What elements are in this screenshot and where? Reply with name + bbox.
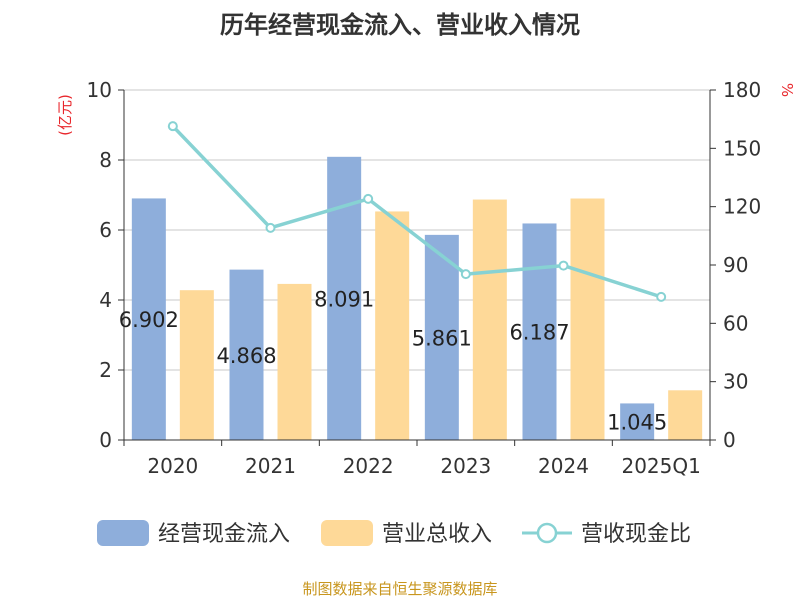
legend-item-ratio: 营收现金比 — [522, 522, 691, 547]
bar-revenue — [472, 199, 507, 440]
ratio-line-point — [265, 222, 276, 233]
ratio-line-point — [460, 269, 471, 280]
ratio-line-layer — [167, 121, 667, 302]
bar-revenue — [570, 198, 605, 440]
right-axis-tick-label: 0 — [723, 428, 736, 452]
legend-swatch — [321, 520, 373, 546]
legend-label: 经营现金流入 — [158, 522, 290, 547]
bar-cash-inflow — [131, 198, 166, 440]
ratio-line-point — [656, 291, 667, 302]
ratio-line-point — [167, 121, 178, 132]
right-axis-tick-label: 120 — [723, 195, 761, 219]
legend-item-cash-inflow: 经营现金流入 — [97, 520, 290, 547]
legend: 经营现金流入 营业总收入 营收现金比 — [97, 520, 691, 547]
legend-label: 营收现金比 — [581, 522, 691, 547]
bar-cash-inflow — [229, 269, 264, 440]
chart-title: 历年经营现金流入、营业收入情况 — [220, 11, 580, 39]
bar-cash-inflow — [424, 234, 459, 440]
legend-label: 营业总收入 — [382, 522, 492, 547]
right-axis-tick-label: 180 — [723, 78, 761, 102]
left-axis-tick-label: 4 — [99, 288, 112, 312]
bar-value-label: 1.045 — [607, 411, 667, 435]
x-axis-tick-label: 2022 — [343, 454, 394, 478]
ratio-line-point — [363, 193, 374, 204]
bar-revenue — [179, 290, 214, 440]
left-axis-tick-label: 6 — [99, 218, 112, 242]
x-axis-tick-label: 2021 — [245, 454, 296, 478]
right-axis-tick-label: 60 — [723, 311, 748, 335]
source-footer: 制图数据来自恒生聚源数据库 — [302, 580, 497, 598]
bar-cash-inflow — [620, 403, 655, 440]
right-axis-tick-label: 30 — [723, 370, 748, 394]
x-axis-tick-label: 2023 — [440, 454, 491, 478]
bar-value-label: 4.868 — [216, 344, 276, 368]
bar-value-label: 6.902 — [119, 308, 179, 332]
bar-revenue — [668, 390, 703, 440]
bar-value-label: 5.861 — [412, 326, 472, 350]
legend-item-revenue: 营业总收入 — [321, 520, 492, 547]
right-axis-tick-label: 150 — [723, 136, 761, 160]
ratio-line-point — [558, 260, 569, 271]
right-axis-tick-label: 90 — [723, 253, 748, 277]
left-axis-tick-label: 2 — [99, 358, 112, 382]
x-axis-tick-label: 2024 — [538, 454, 589, 478]
right-axis-unit: % — [778, 83, 796, 97]
bars-layer — [131, 156, 703, 440]
axes-layer: 0 2 4 6 8 10 0 30 60 90 120 150 180 2020 2021 2022 2023 2… — [87, 78, 762, 478]
left-axis-tick-label: 0 — [99, 428, 112, 452]
bar-value-label: 6.187 — [509, 321, 569, 345]
x-axis-tick-label: 2025Q1 — [621, 454, 700, 478]
grid-lines — [124, 89, 710, 371]
ratio-line — [171, 124, 663, 299]
left-axis-tick-label: 10 — [87, 78, 112, 102]
left-axis-unit: (亿元) — [56, 94, 74, 136]
bar-value-label: 8.091 — [314, 287, 374, 311]
x-axis-tick-label: 2020 — [147, 454, 198, 478]
bar-revenue — [375, 211, 410, 440]
bar-value-labels: 6.902 4.868 8.091 5.861 6.187 1.045 — [119, 287, 667, 434]
bar-revenue — [277, 283, 312, 440]
legend-swatch — [97, 520, 149, 546]
left-axis-tick-label: 8 — [99, 148, 112, 172]
bar-cash-inflow — [522, 223, 557, 440]
legend-swatch-marker — [536, 522, 558, 544]
